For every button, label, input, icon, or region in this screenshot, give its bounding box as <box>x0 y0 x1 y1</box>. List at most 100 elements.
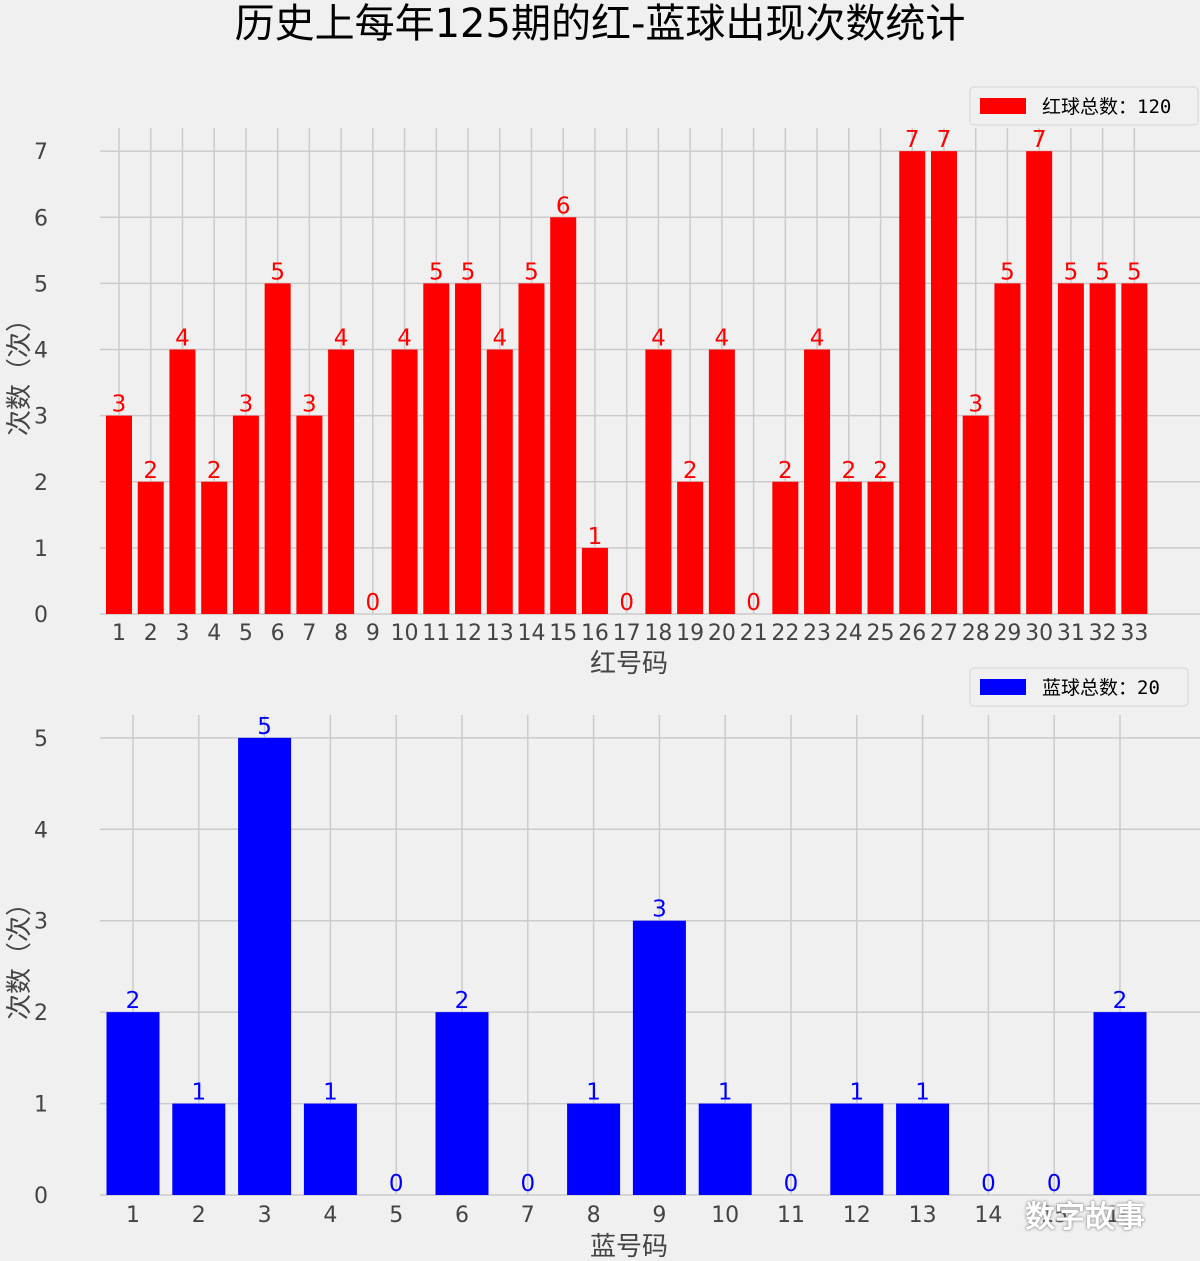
red-x-tick-label: 2 <box>144 621 158 646</box>
red-x-tick-label: 13 <box>486 621 514 646</box>
red-data-label: 4 <box>334 326 349 352</box>
red-data-label: 5 <box>524 259 539 285</box>
blue-bar <box>1093 1012 1147 1195</box>
red-x-tick-label: 33 <box>1120 621 1148 646</box>
red-x-tick-label: 28 <box>962 621 990 646</box>
red-data-label: 2 <box>143 458 158 484</box>
blue-data-label: 0 <box>981 1171 996 1197</box>
blue-x-tick-label: 15 <box>1040 1203 1068 1228</box>
red-bar <box>994 283 1021 614</box>
blue-bar <box>172 1103 226 1195</box>
red-data-label: 7 <box>937 127 952 153</box>
red-bar <box>962 415 989 614</box>
red-bar <box>328 349 355 614</box>
red-data-label: 2 <box>778 458 793 484</box>
red-bar <box>455 283 482 614</box>
red-data-label: 5 <box>429 259 444 285</box>
red-y-tick-label: 6 <box>34 206 48 231</box>
red-legend-label: 红球总数：120 <box>1042 96 1171 118</box>
red-legend-swatch <box>980 98 1026 114</box>
blue-bar <box>896 1103 950 1195</box>
blue-y-tick-label: 4 <box>34 818 48 843</box>
blue-x-tick-label: 2 <box>192 1203 206 1228</box>
red-x-tick-label: 6 <box>271 621 285 646</box>
red-data-label: 1 <box>588 524 603 550</box>
red-bar <box>201 481 228 614</box>
blue-x-tick-label: 12 <box>843 1203 871 1228</box>
red-x-axis-label: 红号码 <box>590 649 668 679</box>
red-bar <box>708 349 735 614</box>
red-bar <box>169 349 196 614</box>
red-x-tick-label: 15 <box>549 621 577 646</box>
red-x-tick-label: 21 <box>740 621 768 646</box>
red-bar <box>137 481 164 614</box>
red-data-label: 0 <box>619 590 634 616</box>
red-data-label: 2 <box>683 458 698 484</box>
blue-data-label: 0 <box>389 1171 404 1197</box>
red-data-label: 2 <box>873 458 888 484</box>
blue-y-tick-label: 0 <box>34 1184 48 1209</box>
red-data-label: 0 <box>366 590 381 616</box>
blue-data-label: 2 <box>455 988 470 1014</box>
blue-data-label: 1 <box>849 1080 864 1106</box>
blue-bar <box>435 1012 489 1195</box>
red-x-tick-label: 1 <box>112 621 126 646</box>
blue-x-tick-label: 14 <box>974 1203 1002 1228</box>
watermark: 数字故事 <box>1025 1200 1145 1235</box>
blue-data-label: 0 <box>520 1171 535 1197</box>
page-title: 历史上每年125期的红-蓝球出现次数统计 <box>234 1 966 47</box>
red-x-tick-label: 31 <box>1057 621 1085 646</box>
red-x-tick-label: 9 <box>366 621 380 646</box>
red-x-tick-label: 12 <box>454 621 482 646</box>
blue-data-label: 1 <box>586 1080 601 1106</box>
red-data-label: 5 <box>1000 259 1015 285</box>
red-bar <box>518 283 545 614</box>
blue-y-tick-label: 5 <box>34 727 48 752</box>
red-y-tick-label: 1 <box>34 537 48 562</box>
blue-ball-chart: 0123452112531405260718391100111121130140… <box>5 667 1200 1261</box>
red-x-tick-label: 23 <box>803 621 831 646</box>
blue-data-label: 1 <box>191 1080 206 1106</box>
red-data-label: 4 <box>397 326 412 352</box>
blue-x-tick-label: 5 <box>389 1203 403 1228</box>
blue-data-label: 5 <box>257 714 272 740</box>
red-x-tick-label: 7 <box>302 621 316 646</box>
red-bar <box>423 283 450 614</box>
red-y-tick-label: 3 <box>34 405 48 430</box>
red-bar <box>106 415 132 614</box>
red-x-tick-label: 27 <box>930 621 958 646</box>
red-x-tick-label: 20 <box>708 621 736 646</box>
red-legend-frame <box>969 86 1199 126</box>
red-legend: 红球总数：120 <box>969 86 1199 126</box>
blue-y-axis-label: 次数（次） <box>5 890 35 1020</box>
red-data-label: 5 <box>270 259 285 285</box>
red-bar <box>391 349 418 614</box>
blue-x-tick-label: 7 <box>521 1203 535 1228</box>
blue-x-tick-label: 16 <box>1106 1203 1134 1228</box>
red-bar <box>296 415 323 614</box>
red-x-tick-label: 3 <box>175 621 189 646</box>
red-data-label: 5 <box>461 259 476 285</box>
blue-x-tick-label: 1 <box>126 1203 140 1228</box>
red-data-label: 4 <box>175 326 190 352</box>
red-data-label: 2 <box>841 458 856 484</box>
blue-legend: 蓝球总数：20 <box>969 667 1189 707</box>
red-bar <box>930 151 957 614</box>
red-x-tick-label: 32 <box>1089 621 1117 646</box>
red-x-tick-label: 26 <box>898 621 926 646</box>
blue-x-tick-label: 3 <box>258 1203 272 1228</box>
red-bar <box>550 217 577 614</box>
red-x-tick-label: 8 <box>334 621 348 646</box>
blue-bar <box>106 1012 160 1195</box>
red-x-tick-label: 29 <box>993 621 1021 646</box>
red-x-tick-label: 22 <box>771 621 799 646</box>
red-bar <box>804 349 831 614</box>
blue-x-tick-label: 10 <box>711 1203 739 1228</box>
red-data-label: 4 <box>492 326 507 352</box>
blue-x-tick-label: 8 <box>587 1203 601 1228</box>
red-bar <box>899 151 926 614</box>
red-x-tick-label: 24 <box>835 621 863 646</box>
blue-y-tick-label: 3 <box>34 910 48 935</box>
red-bar <box>867 481 894 614</box>
red-bar <box>1057 283 1084 614</box>
